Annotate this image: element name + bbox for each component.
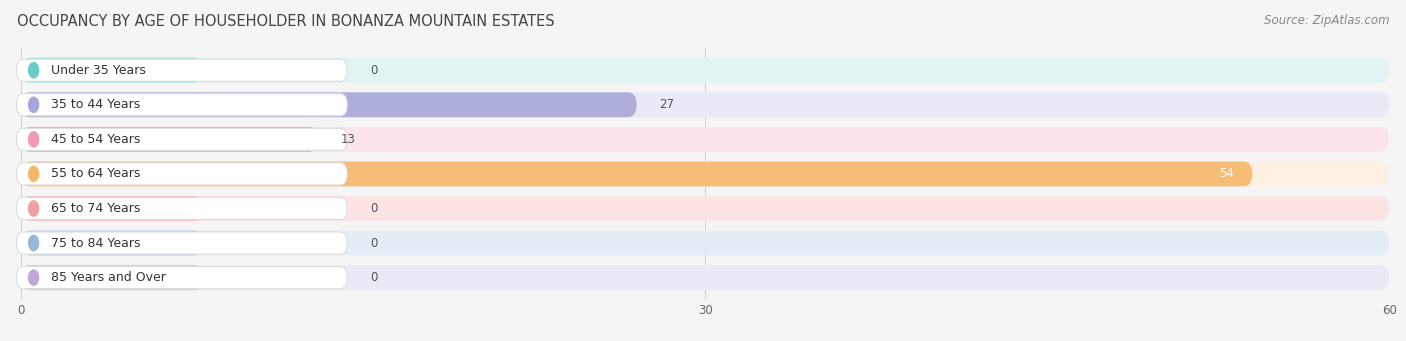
Text: 55 to 64 Years: 55 to 64 Years	[51, 167, 141, 180]
FancyBboxPatch shape	[21, 92, 1389, 117]
Text: 13: 13	[340, 133, 356, 146]
Circle shape	[28, 63, 38, 78]
FancyBboxPatch shape	[17, 163, 347, 185]
Circle shape	[28, 132, 38, 147]
FancyBboxPatch shape	[17, 59, 347, 81]
Text: 35 to 44 Years: 35 to 44 Years	[51, 98, 141, 111]
Text: 65 to 74 Years: 65 to 74 Years	[51, 202, 141, 215]
Circle shape	[28, 270, 38, 285]
Text: 45 to 54 Years: 45 to 54 Years	[51, 133, 141, 146]
Text: 0: 0	[370, 64, 377, 77]
Text: 85 Years and Over: 85 Years and Over	[51, 271, 166, 284]
Text: 27: 27	[659, 98, 675, 111]
FancyBboxPatch shape	[21, 196, 202, 221]
Text: 0: 0	[370, 202, 377, 215]
FancyBboxPatch shape	[21, 58, 1389, 83]
Text: Under 35 Years: Under 35 Years	[51, 64, 146, 77]
FancyBboxPatch shape	[17, 232, 347, 254]
FancyBboxPatch shape	[21, 162, 1253, 186]
Text: 54: 54	[1219, 167, 1234, 180]
Circle shape	[28, 166, 38, 181]
Text: 75 to 84 Years: 75 to 84 Years	[51, 237, 141, 250]
FancyBboxPatch shape	[21, 265, 1389, 290]
Text: 0: 0	[370, 237, 377, 250]
FancyBboxPatch shape	[17, 128, 347, 150]
FancyBboxPatch shape	[21, 231, 202, 255]
FancyBboxPatch shape	[21, 92, 637, 117]
FancyBboxPatch shape	[17, 94, 347, 116]
FancyBboxPatch shape	[21, 127, 318, 152]
FancyBboxPatch shape	[21, 265, 202, 290]
FancyBboxPatch shape	[21, 162, 1389, 186]
Circle shape	[28, 97, 38, 113]
FancyBboxPatch shape	[21, 127, 1389, 152]
Text: 0: 0	[370, 271, 377, 284]
FancyBboxPatch shape	[17, 267, 347, 289]
Circle shape	[28, 235, 38, 251]
FancyBboxPatch shape	[17, 197, 347, 220]
FancyBboxPatch shape	[21, 196, 1389, 221]
FancyBboxPatch shape	[21, 58, 202, 83]
Text: Source: ZipAtlas.com: Source: ZipAtlas.com	[1264, 14, 1389, 27]
Text: OCCUPANCY BY AGE OF HOUSEHOLDER IN BONANZA MOUNTAIN ESTATES: OCCUPANCY BY AGE OF HOUSEHOLDER IN BONAN…	[17, 14, 554, 29]
FancyBboxPatch shape	[21, 231, 1389, 255]
Circle shape	[28, 201, 38, 216]
